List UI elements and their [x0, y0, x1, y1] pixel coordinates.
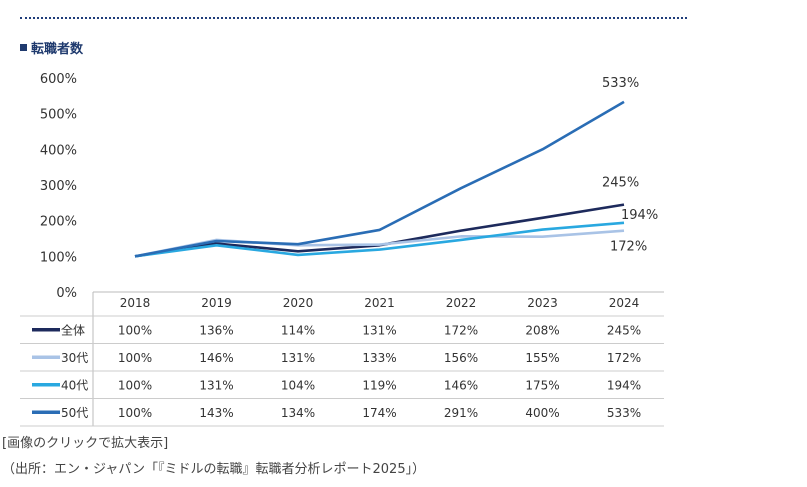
table-cell: 174% — [362, 406, 396, 420]
y-tick-label: 300% — [40, 179, 77, 194]
table-cell: 533% — [607, 406, 641, 420]
end-value-label: 533% — [602, 76, 639, 91]
table-cell: 146% — [199, 351, 233, 365]
table-grid — [20, 291, 664, 427]
x-tick-label: 2018 — [120, 296, 151, 310]
end-value-label: 172% — [610, 240, 647, 255]
line-chart: 0% 100% 200% 300% 400% 500% 600% 245% 172% 194% 5… — [20, 72, 664, 427]
table-cell: 100% — [118, 351, 152, 365]
data-table: 2018 2019 2020 2021 2022 2023 2024 全体 100% 136% 11… — [32, 296, 641, 420]
table-cell: 146% — [444, 378, 478, 392]
table-cell: 131% — [281, 351, 315, 365]
y-tick-label: 100% — [40, 250, 77, 265]
y-axis: 0% 100% 200% 300% 400% 500% 600% — [40, 72, 77, 301]
x-tick-label: 2020 — [283, 296, 314, 310]
title-bullet-icon — [20, 44, 27, 51]
table-cell: 156% — [444, 351, 478, 365]
table-cell: 194% — [607, 378, 641, 392]
table-cell: 136% — [199, 323, 233, 337]
enlarge-image-link[interactable]: [画像のクリックで拡大表示] — [2, 436, 169, 451]
table-cell: 175% — [525, 378, 559, 392]
source-caption: （出所：エン・ジャパン「『ミドルの転職』転職者分析レポート2025」） — [2, 462, 426, 477]
series-lines — [134, 100, 625, 258]
dotted-divider — [20, 17, 687, 19]
y-tick-label: 600% — [40, 72, 77, 87]
y-tick-label: 200% — [40, 215, 77, 230]
end-value-label: 245% — [602, 176, 639, 191]
table-cell: 291% — [444, 406, 478, 420]
legend-label: 50代 — [61, 406, 88, 420]
y-tick-label: 0% — [56, 286, 77, 301]
x-tick-label: 2019 — [201, 296, 232, 310]
x-tick-label: 2022 — [446, 296, 477, 310]
table-cell: 131% — [199, 378, 233, 392]
legend-label: 30代 — [61, 351, 88, 365]
table-cell: 100% — [118, 378, 152, 392]
table-cell: 172% — [607, 351, 641, 365]
x-tick-label: 2023 — [527, 296, 558, 310]
table-cell: 133% — [362, 351, 396, 365]
table-cell: 100% — [118, 323, 152, 337]
table-cell: 119% — [362, 378, 396, 392]
y-tick-label: 400% — [40, 143, 77, 158]
table-cell: 208% — [525, 323, 559, 337]
table-cell: 155% — [525, 351, 559, 365]
chart-title-text: 転職者数 — [31, 42, 84, 57]
table-cell: 104% — [281, 378, 315, 392]
table-cell: 134% — [281, 406, 315, 420]
table-cell: 100% — [118, 406, 152, 420]
y-tick-label: 500% — [40, 108, 77, 123]
x-tick-label: 2021 — [364, 296, 395, 310]
table-cell: 143% — [199, 406, 233, 420]
legend-label: 全体 — [61, 322, 85, 337]
table-cell: 131% — [362, 323, 396, 337]
series-line-3 — [134, 221, 625, 258]
end-labels: 245% 172% 194% 533% — [602, 76, 658, 255]
table-cell: 400% — [525, 406, 559, 420]
chart-title: 転職者数 — [20, 38, 83, 57]
table-cell: 114% — [281, 323, 315, 337]
series-line-4 — [134, 100, 625, 258]
x-tick-label: 2024 — [609, 296, 640, 310]
table-cell: 245% — [607, 323, 641, 337]
legend-label: 40代 — [61, 378, 88, 392]
end-value-label: 194% — [621, 208, 658, 223]
table-cell: 172% — [444, 323, 478, 337]
